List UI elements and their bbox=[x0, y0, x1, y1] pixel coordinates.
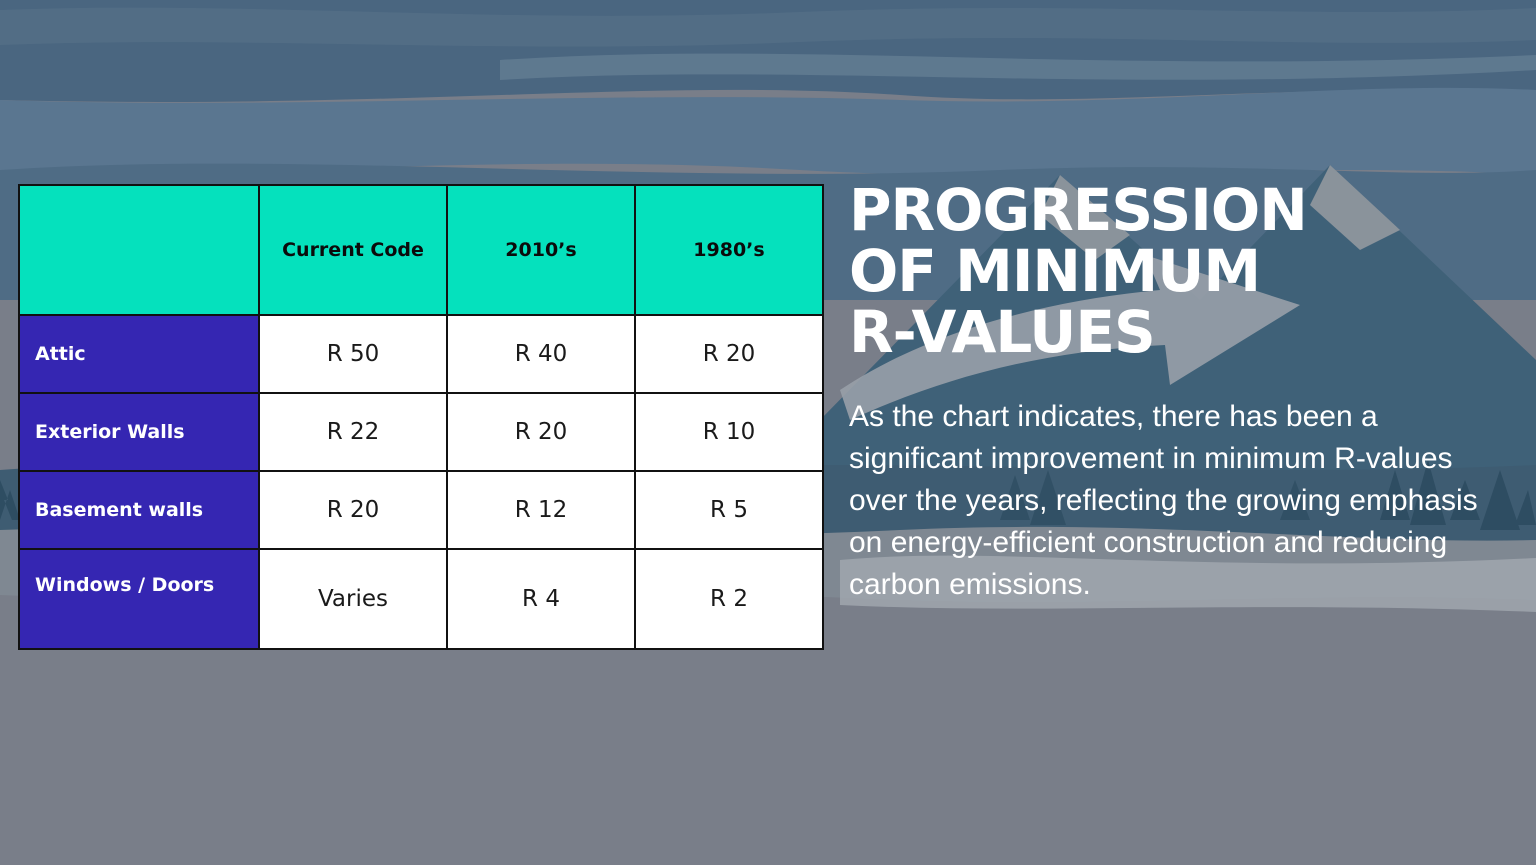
r-values-table: Current Code 2010’s 1980’s Attic R 50 R … bbox=[18, 184, 824, 650]
column-header-current-code: Current Code bbox=[258, 184, 448, 316]
table-cell: R 50 bbox=[258, 314, 448, 394]
column-header-1980s: 1980’s bbox=[634, 184, 824, 316]
table-row: Attic R 50 R 40 R 20 bbox=[18, 314, 824, 394]
table-cell: R 22 bbox=[258, 392, 448, 472]
table-cell: R 40 bbox=[446, 314, 636, 394]
corner-header-cell bbox=[18, 184, 260, 316]
slide-title-line: OF MINIMUM bbox=[849, 237, 1261, 305]
table-cell: Varies bbox=[258, 548, 448, 650]
column-header-2010s: 2010’s bbox=[446, 184, 636, 316]
table-cell: R 20 bbox=[446, 392, 636, 472]
row-label-windows-doors: Windows / Doors bbox=[18, 548, 260, 650]
table-cell: R 5 bbox=[634, 470, 824, 550]
row-label-exterior-walls: Exterior Walls bbox=[18, 392, 260, 472]
table-row: Basement walls R 20 R 12 R 5 bbox=[18, 470, 824, 550]
table-cell: R 20 bbox=[258, 470, 448, 550]
table-cell: R 2 bbox=[634, 548, 824, 650]
table-header-row: Current Code 2010’s 1980’s bbox=[18, 184, 824, 316]
table-row: Exterior Walls R 22 R 20 R 10 bbox=[18, 392, 824, 472]
table-cell: R 20 bbox=[634, 314, 824, 394]
table-row: Windows / Doors Varies R 4 R 2 bbox=[18, 548, 824, 650]
row-label-basement-walls: Basement walls bbox=[18, 470, 260, 550]
table-cell: R 4 bbox=[446, 548, 636, 650]
slide-title-line: PROGRESSION bbox=[849, 176, 1308, 244]
row-label-attic: Attic bbox=[18, 314, 260, 394]
table-cell: R 12 bbox=[446, 470, 636, 550]
slide-title-line: R-VALUES bbox=[849, 298, 1156, 366]
table-cell: R 10 bbox=[634, 392, 824, 472]
slide-description: As the chart indicates, there has been a… bbox=[849, 400, 1478, 601]
slide-title: PROGRESSION OF MINIMUM R-VALUES bbox=[849, 180, 1509, 363]
